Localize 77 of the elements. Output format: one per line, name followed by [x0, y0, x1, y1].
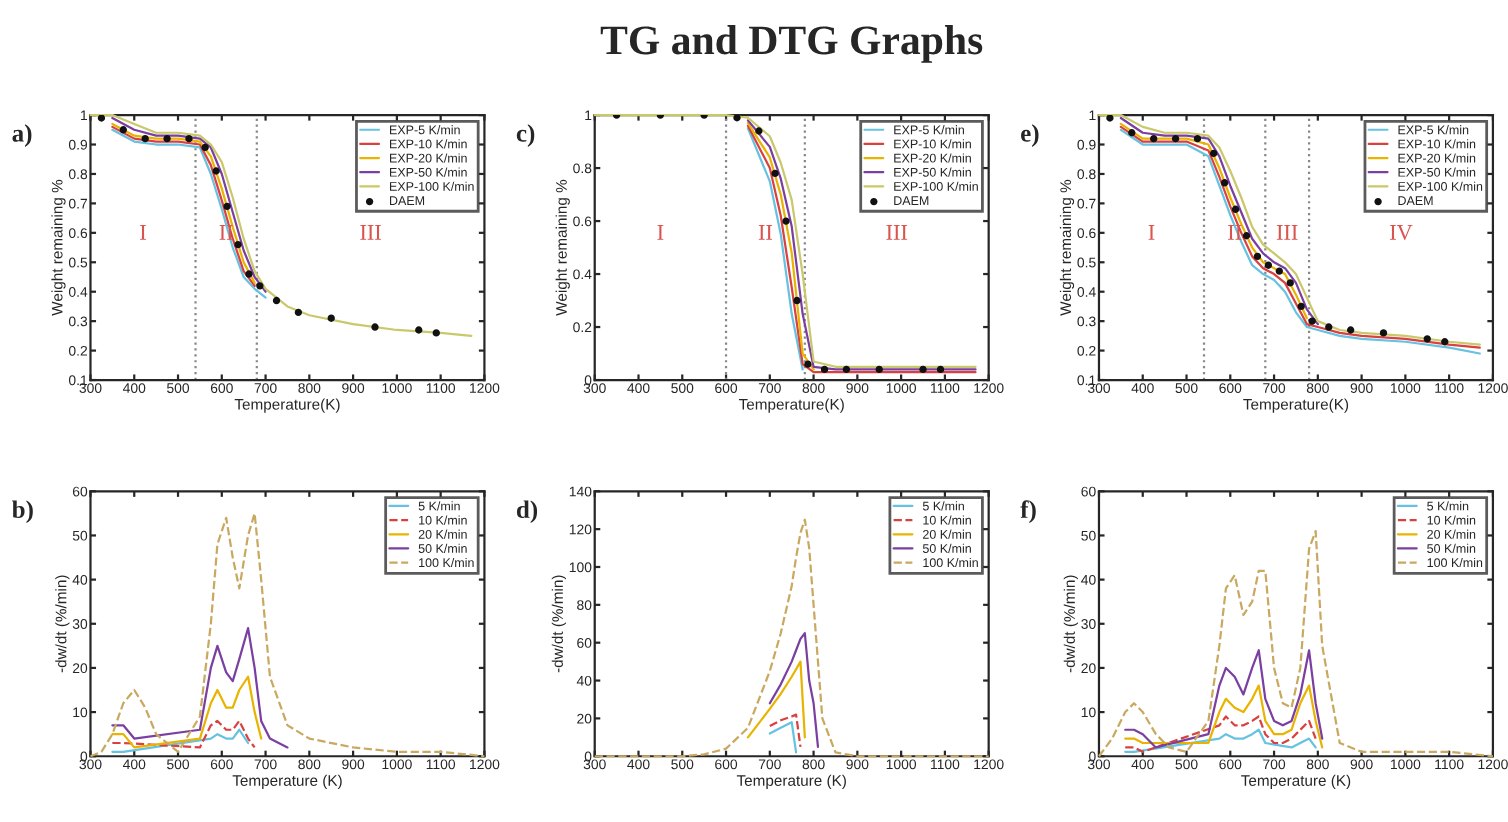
chart-title: TG and DTG Graphs: [600, 25, 983, 63]
point: [223, 202, 231, 211]
point: [771, 169, 779, 178]
point: [371, 323, 379, 331]
text: a): [12, 124, 32, 147]
point: [1220, 179, 1229, 187]
line-series: [111, 627, 289, 749]
annotation: IV: [1390, 225, 1413, 240]
point: [201, 143, 209, 152]
line-series: [746, 660, 806, 739]
point: [256, 282, 264, 290]
annotation: III: [886, 225, 908, 240]
point: [842, 365, 851, 374]
point: [919, 365, 927, 374]
point: [119, 126, 127, 134]
point: [1128, 129, 1136, 137]
point: [1286, 279, 1294, 287]
line-series: [111, 728, 250, 753]
annotation: III: [360, 225, 381, 240]
text: d): [516, 500, 538, 524]
point: [1150, 134, 1158, 143]
annotation: I: [1148, 225, 1155, 240]
line-series: [768, 721, 798, 754]
point: [804, 360, 812, 368]
point: [755, 127, 763, 135]
point: [141, 134, 149, 143]
annotation: I: [657, 225, 664, 240]
point: [1242, 232, 1251, 240]
point: [820, 365, 829, 374]
line-series: [1124, 728, 1317, 753]
line-series: [746, 121, 815, 371]
line-series: [111, 675, 263, 749]
text: e): [1021, 124, 1039, 147]
line-series: [1124, 715, 1317, 753]
point: [1253, 252, 1262, 261]
annotation: I: [140, 225, 146, 240]
point: [1325, 323, 1333, 331]
point: [234, 240, 242, 249]
point: [327, 314, 335, 322]
line-series: [1124, 649, 1324, 749]
point: [1379, 329, 1388, 337]
point: [1441, 338, 1449, 346]
point: [1171, 134, 1180, 143]
point: [185, 134, 193, 143]
point: [782, 217, 790, 225]
annotation: III: [1276, 225, 1298, 240]
point: [97, 115, 106, 122]
point: [272, 296, 281, 305]
point: [875, 365, 883, 374]
point: [212, 167, 220, 175]
point: [415, 326, 423, 334]
point: [936, 365, 945, 374]
point: [1193, 134, 1202, 143]
point: [1297, 302, 1305, 311]
point: [1308, 317, 1316, 325]
point: [1231, 205, 1240, 213]
point: [1275, 267, 1283, 275]
annotation: II: [758, 225, 773, 240]
point: [733, 115, 741, 122]
line-series: [111, 719, 256, 749]
point: [294, 308, 303, 316]
point: [432, 329, 440, 337]
point: [1423, 335, 1431, 343]
point: [163, 134, 171, 143]
line-series: [1124, 684, 1324, 749]
line-series: [768, 713, 802, 748]
point: [793, 296, 801, 305]
point: [1209, 149, 1218, 158]
line-series: [768, 632, 820, 748]
text: b): [12, 500, 33, 524]
point: [245, 270, 253, 278]
point: [1346, 326, 1355, 334]
line-series: [89, 113, 473, 337]
point: [1264, 261, 1273, 269]
point: [1106, 115, 1114, 122]
text: c): [516, 124, 535, 147]
text: f): [1020, 500, 1036, 524]
